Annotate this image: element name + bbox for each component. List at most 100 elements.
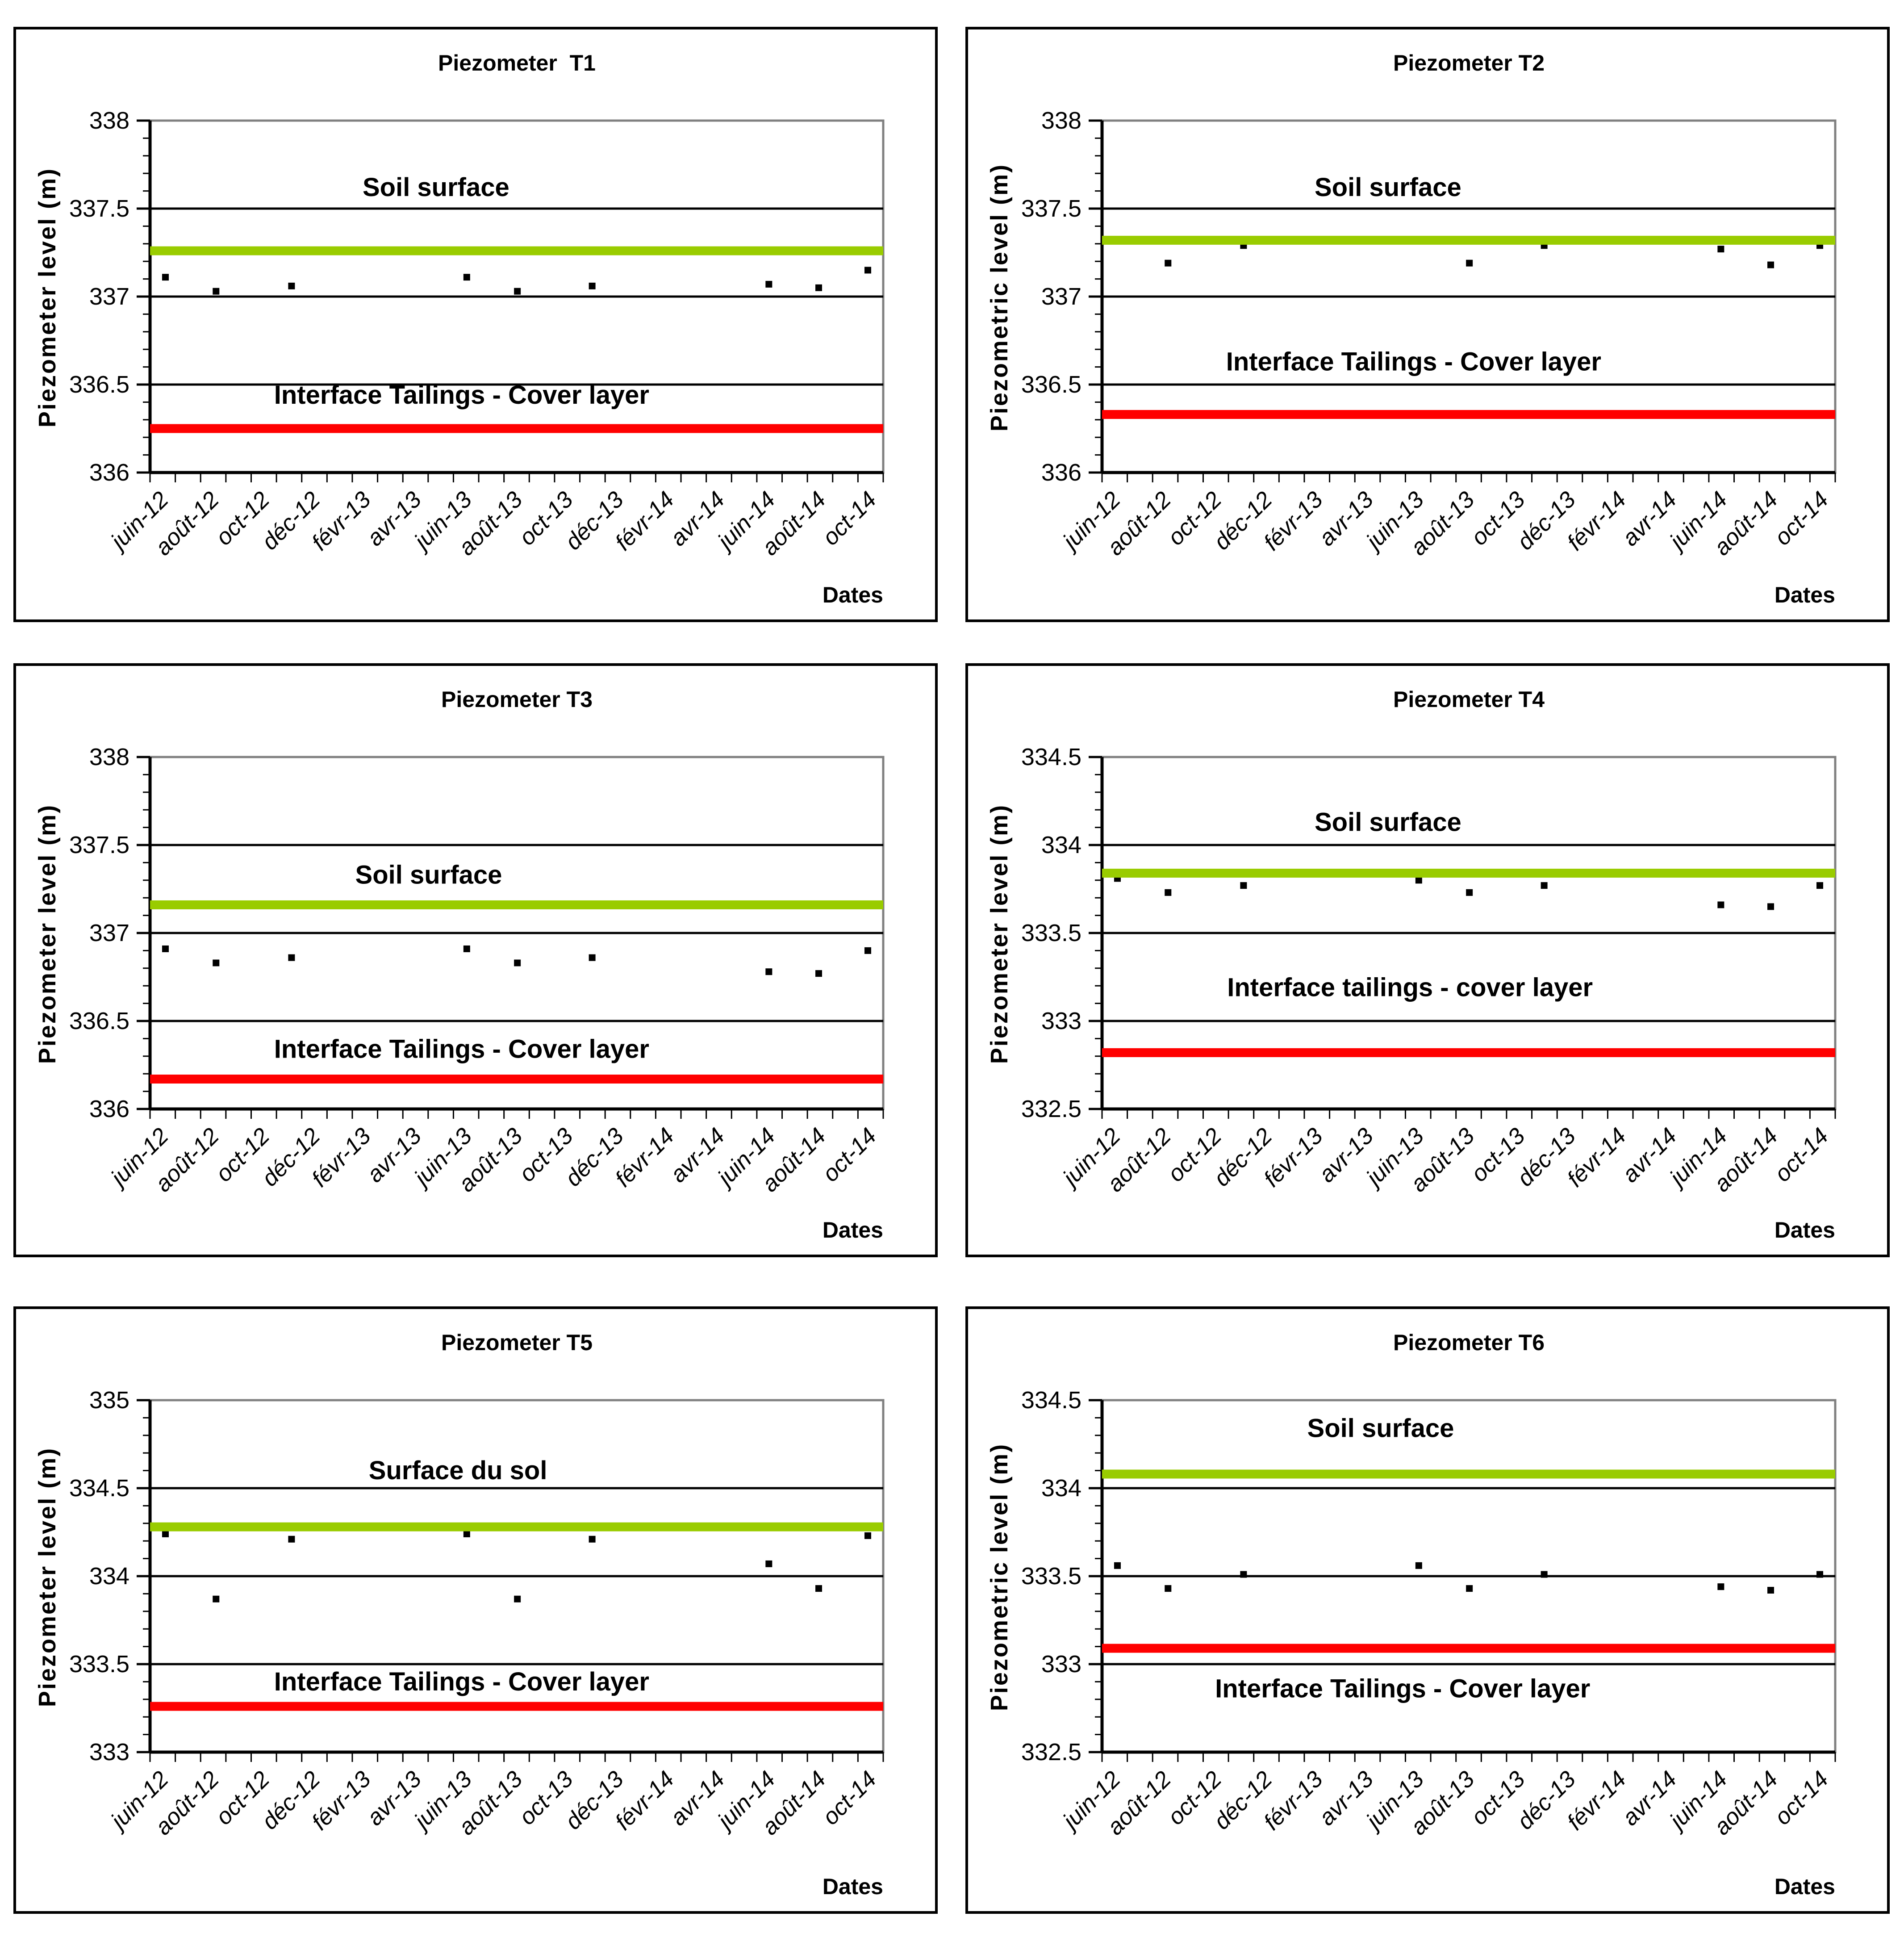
soil-surface-line	[1102, 869, 1835, 878]
plot-area: 336 336.5 337 337.5 338 juin-12août-12oct-12d…	[69, 107, 885, 561]
data-point-marker	[514, 288, 521, 295]
reference-lines	[150, 246, 883, 433]
y-axis-ticks	[137, 756, 150, 1110]
soil-surface-line	[1102, 1469, 1835, 1479]
data-point-marker	[162, 1530, 169, 1537]
y-tick-label: 336.5	[69, 1008, 129, 1034]
interface-tailings-cover-layer-label: Interface Tailings - Cover layer	[1226, 347, 1601, 376]
y-tick-label: 337.5	[69, 195, 129, 222]
data-point-marker	[1717, 901, 1724, 908]
data-points	[162, 1530, 872, 1602]
x-axis-ticks	[149, 1752, 884, 1762]
reference-lines	[1102, 869, 1835, 1057]
chart-t2: Piezometer T2 Piezometric level (m) 336 3…	[965, 27, 1890, 622]
data-point-marker	[1240, 882, 1247, 889]
chart-title: Piezometer T6	[1393, 1330, 1545, 1355]
y-tick-label: 333	[89, 1739, 129, 1766]
data-point-marker	[815, 1585, 823, 1592]
data-point-marker	[1466, 1585, 1473, 1592]
data-points	[162, 267, 872, 295]
x-tick-labels: juin-12août-12oct-12déc-12févr-13avr-13j…	[104, 1766, 881, 1840]
data-point-marker	[514, 1595, 521, 1602]
annotations: Soil surface Interface Tailings - Cover l…	[1215, 1414, 1590, 1703]
x-axis-ticks	[1101, 1109, 1836, 1119]
gridlines	[150, 207, 883, 386]
y-tick-label: 336	[89, 459, 129, 486]
y-tick-label: 337.5	[1021, 195, 1081, 222]
data-point-marker	[765, 280, 772, 288]
plot-area: 332.5 333 333.5 334 334.5 juin-12août-12oct-1…	[1021, 1387, 1837, 1840]
y-tick-label: 334.5	[1021, 1387, 1081, 1414]
x-tick-labels: juin-12août-12oct-12déc-12févr-13avr-13j…	[104, 1123, 881, 1197]
gridlines	[1102, 844, 1835, 1022]
y-tick-label: 335	[89, 1387, 129, 1414]
data-point-marker	[864, 947, 872, 954]
x-tick-label: oct-14	[818, 486, 881, 550]
data-point-marker	[463, 945, 470, 952]
x-tick-labels: juin-12août-12oct-12déc-12févr-13avr-13j…	[104, 486, 881, 561]
data-point-marker	[1717, 1583, 1724, 1590]
soil-surface-label: Soil surface	[1315, 808, 1461, 837]
x-axis-title: Dates	[1774, 1218, 1835, 1243]
data-point-marker	[1767, 261, 1775, 268]
annotations: Soil surface Interface Tailings - Cover l…	[1226, 173, 1601, 376]
y-tick-label: 337	[89, 283, 129, 310]
x-tick-labels: juin-12août-12oct-12déc-12févr-13avr-13j…	[1056, 486, 1833, 561]
soil-surface-label: Surface du sol	[369, 1456, 547, 1485]
chart-title: Piezometer T5	[441, 1330, 593, 1355]
soil-surface-label: Soil surface	[363, 173, 509, 202]
y-tick-label: 332.5	[1021, 1739, 1081, 1766]
y-tick-label: 336.5	[69, 371, 129, 398]
data-point-marker	[1466, 259, 1473, 267]
chart-t6: Piezometer T6 Piezometric level (m) 332.…	[965, 1306, 1890, 1914]
y-tick-labels: 336 336.5 337 337.5 338	[69, 107, 129, 486]
data-point-marker	[1767, 903, 1775, 910]
annotations: Surface du sol Interface Tailings - Cover…	[274, 1456, 649, 1696]
interface-tailings-cover-layer-line	[150, 1702, 883, 1711]
x-tick-label: oct-14	[1770, 1123, 1833, 1187]
data-point-marker	[1717, 246, 1724, 253]
y-tick-label: 333.5	[1021, 1563, 1081, 1590]
y-tick-label: 334	[1041, 1475, 1081, 1502]
x-axis-title: Dates	[1774, 1874, 1835, 1899]
interface-tailings-cover-layer-line	[1102, 410, 1835, 419]
data-point-marker	[815, 970, 823, 977]
annotations: Soil surface Interface Tailings - Cover l…	[274, 173, 649, 410]
x-tick-label: oct-14	[818, 1766, 881, 1830]
soil-surface-label: Soil surface	[1315, 173, 1461, 202]
data-point-marker	[589, 1536, 596, 1543]
data-point-marker	[288, 1536, 295, 1543]
annotations: Soil surface Interface tailings - cover l…	[1227, 808, 1593, 1002]
chart-t1: Piezometer T1 Piezometer level (m) 336 33…	[13, 27, 938, 622]
x-axis-ticks	[149, 473, 884, 482]
data-point-marker	[1541, 882, 1548, 889]
soil-surface-line	[150, 900, 883, 909]
data-point-marker	[213, 288, 220, 295]
x-tick-label: oct-14	[818, 1123, 881, 1187]
gridlines	[1102, 207, 1835, 386]
x-axis-ticks	[1101, 473, 1836, 482]
y-axis-ticks	[1089, 1399, 1102, 1753]
x-axis-title: Dates	[822, 1874, 883, 1899]
annotations: Soil surface Interface Tailings - Cover l…	[274, 860, 649, 1063]
interface-tailings-cover-layer-line	[150, 424, 883, 433]
y-tick-label: 337	[89, 920, 129, 946]
x-axis-title: Dates	[1774, 582, 1835, 607]
data-point-marker	[162, 945, 169, 952]
data-point-marker	[162, 274, 169, 281]
x-tick-labels: juin-12août-12oct-12déc-12févr-13avr-13j…	[1056, 1766, 1833, 1840]
data-point-marker	[463, 1530, 470, 1537]
data-point-marker	[1767, 1587, 1775, 1594]
y-tick-label: 334.5	[1021, 744, 1081, 770]
y-tick-label: 337	[1041, 283, 1081, 310]
data-point-marker	[463, 274, 470, 281]
reference-lines	[150, 900, 883, 1084]
data-point-marker	[288, 282, 295, 289]
reference-lines	[150, 1522, 883, 1711]
soil-surface-line	[150, 246, 883, 255]
x-axis-ticks	[149, 1109, 884, 1119]
soil-surface-line	[150, 1522, 883, 1531]
interface-tailings-cover-layer-label: Interface Tailings - Cover layer	[1215, 1674, 1590, 1703]
gridlines	[150, 1487, 883, 1665]
